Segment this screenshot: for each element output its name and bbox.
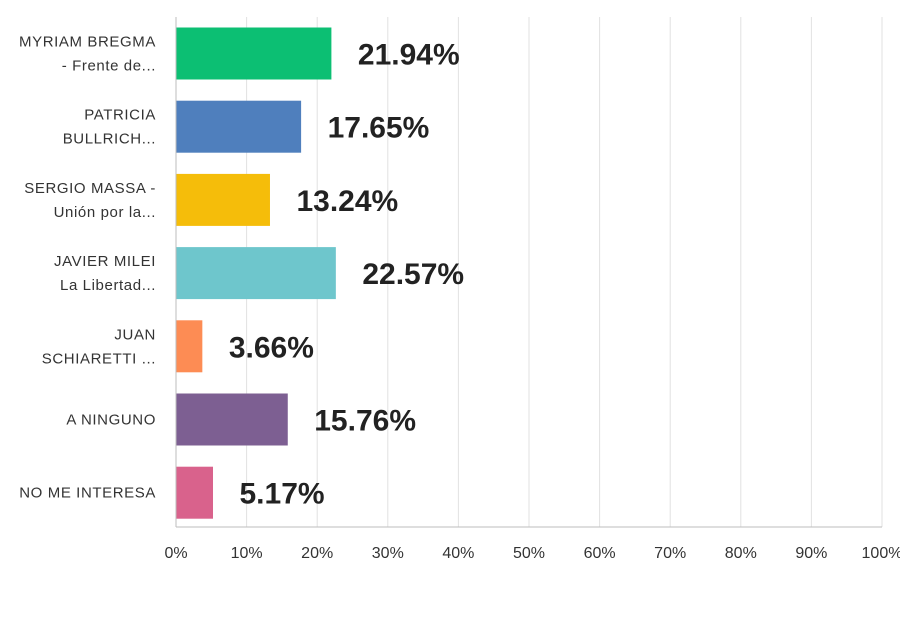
category-label: JUAN SCHIARETTI ... (42, 326, 156, 367)
category-label-line: - Frente de... (62, 58, 156, 75)
category-label: PATRICIA BULLRICH... (63, 107, 156, 148)
category-label: A NINGUNO (66, 412, 156, 429)
bar (176, 100, 302, 153)
bar (176, 27, 332, 80)
bar-value-label: 13.24% (296, 185, 398, 218)
x-tick-label: 50% (513, 545, 545, 562)
category-label-line: JAVIER MILEI (54, 253, 156, 270)
bar (176, 466, 214, 519)
x-tick-label: 60% (584, 545, 616, 562)
x-tick-label: 10% (231, 545, 263, 562)
bar-value-label: 21.94% (358, 39, 460, 72)
bar-value-label: 15.76% (314, 405, 416, 438)
category-label-line: NO ME INTERESA (19, 485, 156, 502)
x-tick-label: 0% (164, 545, 187, 562)
x-tick-label: 30% (372, 545, 404, 562)
category-label-line: BULLRICH... (63, 131, 156, 148)
category-label: JAVIER MILEI La Libertad... (54, 253, 156, 294)
category-label-line: Unión por la... (54, 204, 156, 221)
category-label: NO ME INTERESA (19, 485, 156, 502)
x-tick-label: 100% (862, 545, 900, 562)
bar (176, 320, 203, 373)
bar-value-label: 3.66% (229, 331, 314, 364)
x-tick-label: 90% (795, 545, 827, 562)
category-label-line: SCHIARETTI ... (42, 350, 156, 367)
x-tick-label: 70% (654, 545, 686, 562)
category-label-line: MYRIAM BREGMA (19, 34, 156, 51)
bar (176, 247, 336, 300)
category-label-line: PATRICIA (84, 107, 156, 124)
category-label-line: La Libertad... (60, 277, 156, 294)
category-label-line: SERGIO MASSA - (24, 180, 156, 197)
category-label-line: A NINGUNO (66, 412, 156, 429)
category-label: SERGIO MASSA - Unión por la... (24, 180, 156, 221)
x-tick-label: 40% (442, 545, 474, 562)
x-tick-label: 80% (725, 545, 757, 562)
x-tick-label: 20% (301, 545, 333, 562)
category-label: MYRIAM BREGMA - Frente de... (19, 34, 156, 75)
bar-value-label: 17.65% (328, 112, 430, 145)
bar-value-label: 22.57% (362, 258, 464, 291)
bar (176, 393, 288, 446)
bar-value-label: 5.17% (240, 478, 325, 511)
bar (176, 173, 270, 226)
category-label-line: JUAN (114, 326, 156, 343)
